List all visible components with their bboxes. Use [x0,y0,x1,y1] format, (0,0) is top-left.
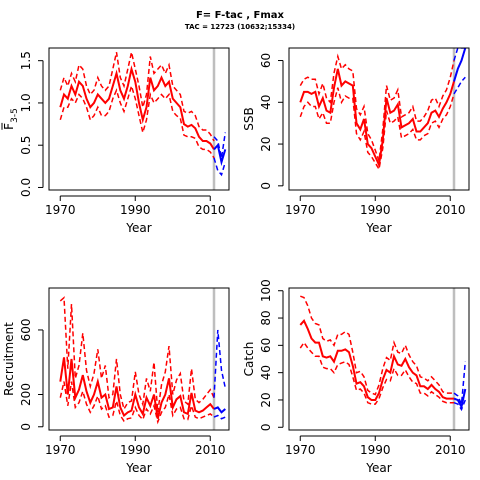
history-median-line [59,357,215,419]
plot-frame [48,47,230,191]
history-lower-line [299,87,455,172]
forecast-upper-line [213,132,227,159]
plot-frame [288,287,470,431]
x-tick-label: 1970 [285,443,316,457]
y-axis-label-main: Recruitment [2,322,16,396]
y-tick-label: 40 [259,95,273,110]
history-median-line [299,319,454,401]
panel-top-left: 1970 1990 2010 Year 0.0 0.5 1.0 1.5 F3-5 [1,47,230,235]
x-axis: 1970 1990 2010 Year [45,435,226,475]
x-axis: 1970 1990 2010 Year [285,195,466,235]
x-tick-label: 2010 [435,443,466,457]
x-tick-label: 1990 [360,203,391,217]
y-tick-label: 600 [19,319,33,342]
y-axis-label-main: F [2,123,16,130]
y-axis-label: Recruitment [2,322,16,396]
history-median-line [299,68,455,169]
y-axis-label: F3-5 [2,108,20,130]
x-axis: 1970 1990 2010 Year [45,195,226,235]
y-tick-label: 40 [259,365,273,380]
x-tick-label: 1970 [45,443,76,457]
y-tick-label: 0.0 [19,178,33,197]
history-upper-line [59,52,215,142]
y-axis: 0 20 40 60 80 100 Catch [242,279,284,431]
y-tick-label: 20 [259,392,273,407]
x-tick-label: 1990 [120,443,151,457]
y-tick-label: 0.5 [19,136,33,155]
history-lower-line [59,381,215,425]
series-group [299,295,467,412]
plot-frame [48,287,230,431]
y-axis-label-sub: 3-5 [10,108,20,123]
y-tick-label: 0 [259,423,273,431]
forecast-lower-line [213,414,226,420]
x-tick-label: 1970 [285,203,316,217]
y-tick-label: 1.0 [19,93,33,112]
y-axis-label: Catch [242,342,256,377]
x-axis-label: Year [125,221,151,235]
y-tick-label: 80 [259,310,273,325]
forecast-lower-line [213,157,227,177]
x-tick-label: 2010 [195,203,226,217]
y-axis-label-main: SSB [242,107,256,130]
x-tick-label: 2010 [435,203,466,217]
panel-top-right: 1970 1990 2010 Year 0 20 40 60 SSB [242,47,470,235]
x-axis-label: Year [125,461,151,475]
forecast-median-line [453,388,467,410]
x-tick-label: 1990 [120,203,151,217]
y-axis: 0.0 0.5 1.0 1.5 F3-5 [1,51,44,197]
y-axis-label-main: Catch [242,342,256,377]
forecast-median-line [453,48,467,82]
forecast-upper-line [453,361,467,408]
y-tick-label: 0 [259,182,273,190]
x-tick-label: 2010 [195,443,226,457]
series-group [299,48,467,172]
y-tick-label: 200 [19,383,33,406]
forecast-lower-line [453,76,466,95]
history-lower-line [299,341,454,405]
history-median-line [59,65,215,150]
x-tick-label: 1970 [45,203,76,217]
x-axis-label: Year [365,221,391,235]
x-axis: 1970 1990 2010 Year [285,435,466,475]
y-tick-label: 60 [259,53,273,68]
forecast-lower-line [453,399,466,412]
y-axis: 0 20 40 60 SSB [242,53,284,190]
forecast-median-line [213,143,227,167]
history-upper-line [300,295,454,396]
y-tick-label: 20 [259,136,273,151]
x-axis-label: Year [365,461,391,475]
forecast-median-line [213,406,226,414]
panel-bottom-right: 1970 1990 2010 Year 0 20 40 60 80 100 Catch [242,279,470,475]
history-upper-line [299,53,455,162]
y-tick-label: 100 [259,279,273,302]
history-upper-line [59,296,215,413]
y-tick-label: 0 [19,423,33,431]
x-tick-label: 1990 [360,443,391,457]
y-axis-label: SSB [242,107,256,130]
figure-title: F= F-tac , Fmax [195,10,285,21]
history-lower-line [59,83,215,159]
figure-subtitle: TAC = 12723 (10632;15334) [184,23,296,31]
series-group [59,52,227,177]
forecast-upper-line [213,329,227,398]
series-group [59,296,227,425]
y-tick-label: 1.5 [19,51,33,70]
plot-frame [288,47,470,191]
y-tick-label: 60 [259,338,273,353]
